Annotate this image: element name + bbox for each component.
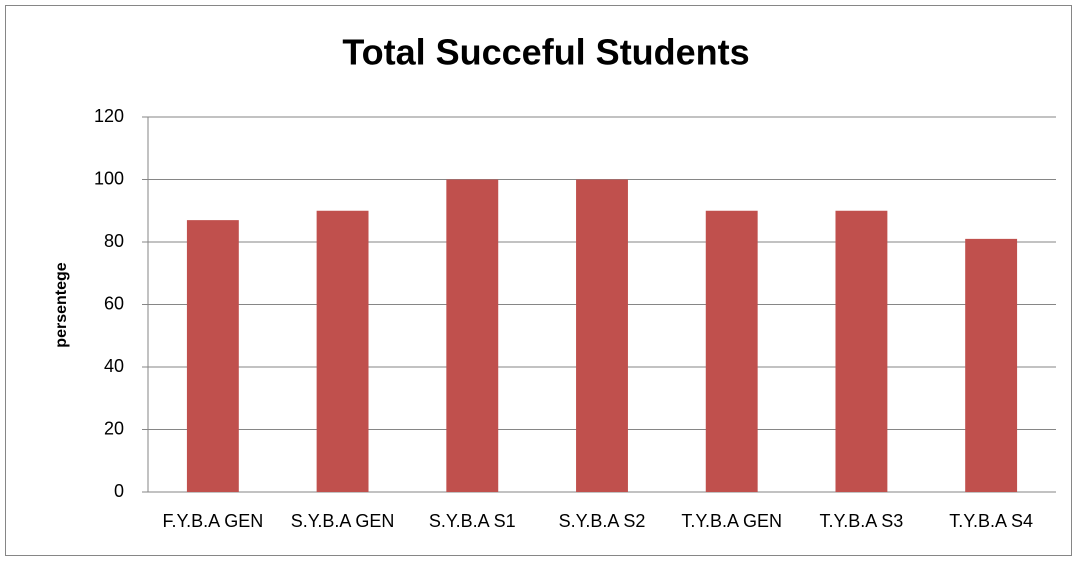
y-tick-label: 0: [114, 481, 124, 501]
y-tick-label: 100: [94, 168, 124, 188]
x-tick-label: F.Y.B.A GEN: [162, 511, 263, 531]
bar: [316, 210, 369, 492]
y-tick-label: 120: [94, 106, 124, 126]
y-tick-label: 80: [104, 231, 124, 251]
bar: [186, 220, 239, 492]
bar: [446, 179, 499, 492]
x-tick-label: T.Y.B.A S4: [949, 511, 1033, 531]
bar: [576, 179, 628, 492]
bar: [835, 210, 888, 492]
x-tick-label: T.Y.B.A S3: [820, 511, 904, 531]
y-axis-label: persentege: [53, 262, 70, 347]
bar: [705, 210, 758, 492]
x-tick-label: S.Y.B.A S2: [559, 511, 646, 531]
chart-title: Total Succeful Students: [342, 32, 749, 73]
x-tick-label: S.Y.B.A GEN: [291, 511, 395, 531]
chart-border: [5, 5, 1072, 556]
x-tick-label: S.Y.B.A S1: [429, 511, 516, 531]
y-tick-label: 60: [104, 293, 124, 313]
y-tick-label: 40: [104, 356, 124, 376]
bar: [965, 238, 1018, 492]
y-tick-label: 20: [104, 418, 124, 438]
x-tick-label: T.Y.B.A GEN: [681, 511, 782, 531]
